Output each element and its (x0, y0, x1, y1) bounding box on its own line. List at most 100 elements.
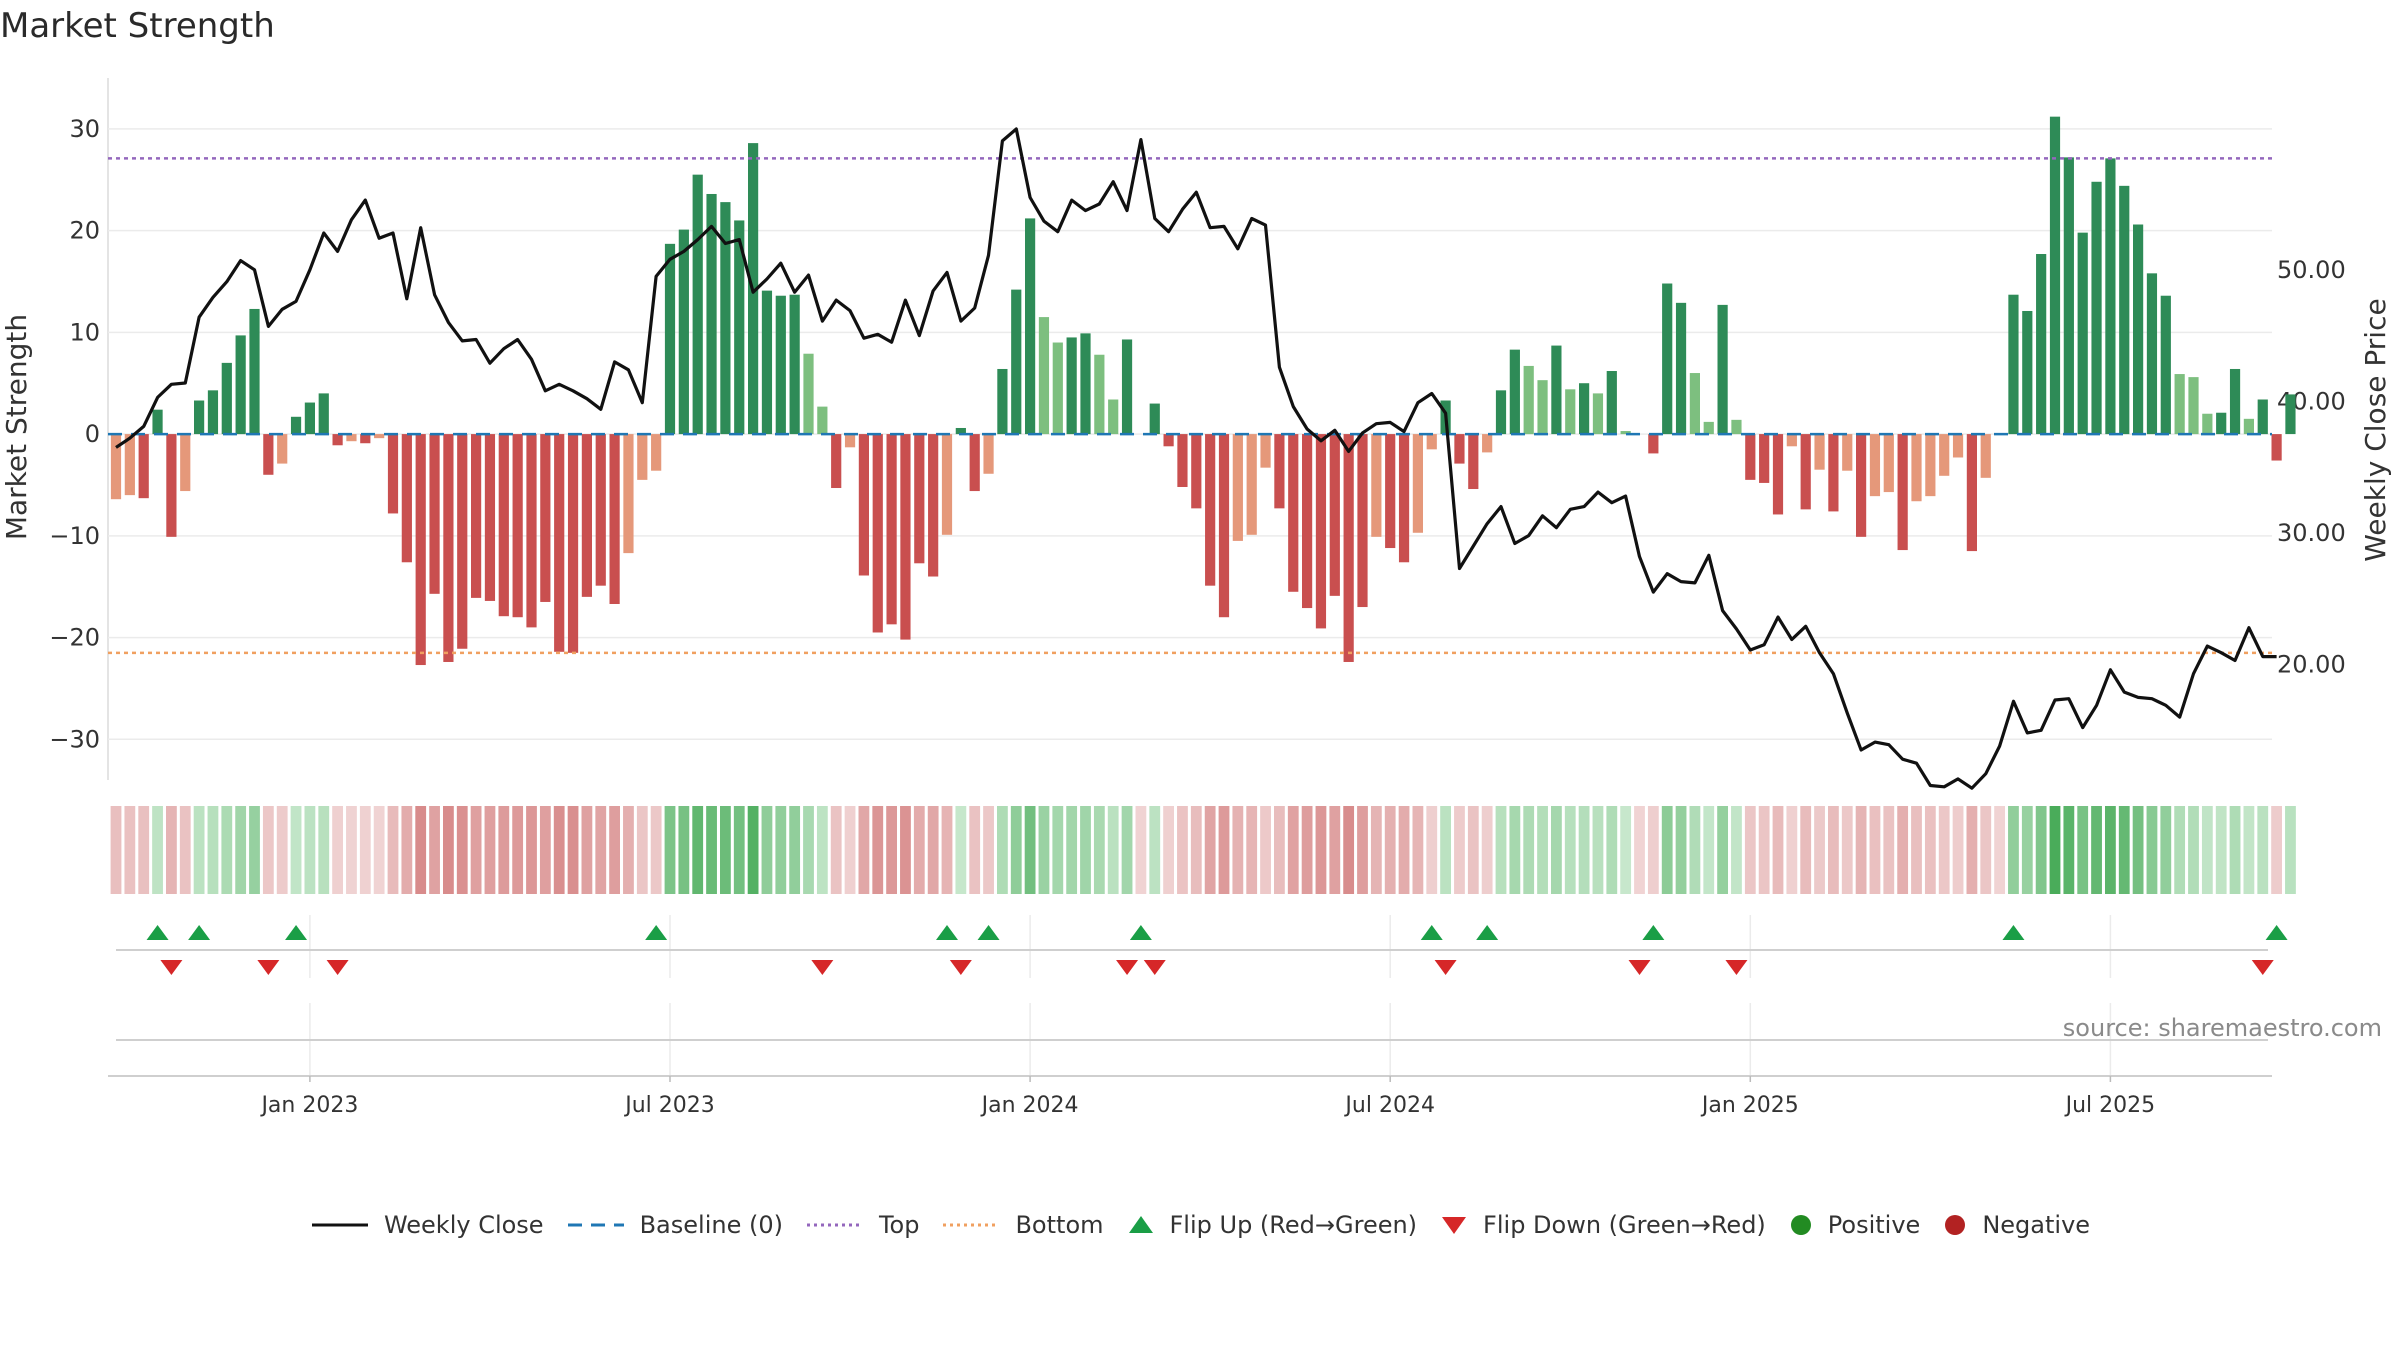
heat-cell (2201, 806, 2213, 894)
strength-bar (664, 243, 676, 435)
flip-up-marker (2002, 925, 2025, 940)
strength-bar (152, 409, 163, 435)
heat-cell (1647, 806, 1659, 894)
strength-bar (1218, 434, 1230, 618)
flip-down-marker (1434, 960, 1457, 975)
heat-cell (997, 806, 1008, 894)
flip-up-marker (188, 925, 211, 940)
heat-cell (1841, 806, 1853, 894)
heat-cell (733, 806, 745, 894)
strength-bar (1786, 434, 1797, 447)
flip-down-marker (1725, 960, 1748, 975)
heat-cell (470, 806, 482, 894)
heat-cell (955, 806, 967, 894)
legend-item-weekly-close[interactable]: Weekly Close (310, 1211, 544, 1239)
heat-cell (1675, 806, 1687, 894)
strength-bar (1038, 317, 1050, 435)
strength-bar (678, 229, 689, 435)
strength-bar (1828, 434, 1839, 512)
heat-cell (1578, 806, 1590, 894)
left-tick-label: −20 (49, 624, 100, 652)
heat-cell (664, 806, 676, 894)
strength-bar (1952, 434, 1964, 458)
heat-cell (2008, 806, 2019, 894)
strength-bar (2229, 368, 2241, 435)
heat-cell (1218, 806, 1230, 894)
heat-cell (443, 806, 454, 894)
heat-cell (1495, 806, 1507, 894)
strength-bar (1939, 434, 1950, 476)
flip-down-marker (2251, 960, 2274, 975)
legend-item-positive[interactable]: Positive (1788, 1211, 1920, 1239)
heat-cell (789, 806, 801, 894)
strength-bar (1177, 434, 1188, 487)
strength-bar (2160, 295, 2171, 435)
strength-bar (2008, 294, 2019, 435)
legend-item-top[interactable]: Top (805, 1211, 919, 1239)
strength-bar (526, 434, 537, 628)
legend-item-flip-down[interactable]: Flip Down (Green→Red) (1439, 1211, 1766, 1239)
right-tick-label: 30.00 (2277, 519, 2346, 547)
heat-cell (1301, 806, 1313, 894)
heat-cell (1952, 806, 1964, 894)
legend-item-bottom[interactable]: Bottom (941, 1211, 1104, 1239)
heat-cell (1232, 806, 1244, 894)
strength-bar (955, 427, 966, 435)
flip-up-marker (1129, 925, 1152, 940)
legend-label: Flip Up (Red→Green) (1169, 1211, 1418, 1239)
heat-cell (1897, 806, 1909, 894)
heat-cell (775, 806, 787, 894)
strength-bar (2063, 157, 2074, 435)
heat-cell (152, 806, 163, 894)
heat-cell (1814, 806, 1825, 894)
heat-cell (609, 806, 620, 894)
heat-cell (2285, 806, 2296, 894)
strength-bar (1703, 421, 1714, 435)
strength-bar (2133, 224, 2144, 435)
x-tick-label: Jul 2024 (1343, 1093, 1435, 1118)
heat-cell (1731, 806, 1742, 894)
heat-cell (2035, 806, 2047, 894)
heat-cell (346, 806, 357, 894)
strength-bar (734, 220, 745, 435)
strength-bar (1537, 380, 1548, 435)
strength-bar (1606, 371, 1617, 435)
x-tick-label: Jan 2024 (980, 1093, 1079, 1118)
legend-item-baseline[interactable]: Baseline (0) (566, 1211, 783, 1239)
heat-cell (2174, 806, 2186, 894)
heat-cell (2160, 806, 2172, 894)
flip-down-marker (257, 960, 280, 975)
heat-cell (498, 806, 510, 894)
strength-bar (1911, 434, 1922, 502)
strength-bar (2146, 273, 2158, 435)
strength-bar (1329, 434, 1340, 596)
heat-cell (2229, 806, 2241, 894)
heat-cell (193, 806, 205, 894)
strength-bar (567, 434, 579, 653)
heat-cell (1467, 806, 1479, 894)
heat-cell (706, 806, 717, 894)
heat-cell (318, 806, 330, 894)
legend-item-flip-up[interactable]: Flip Up (Red→Green) (1126, 1211, 1418, 1239)
heat-cell (2271, 806, 2282, 894)
strength-bar (554, 434, 565, 652)
strength-bar (2049, 116, 2061, 435)
left-tick-label: 30 (69, 115, 100, 143)
dotted-line-swatch-icon (943, 1223, 1000, 1227)
legend-item-negative[interactable]: Negative (1942, 1211, 2090, 1239)
strength-bar (277, 434, 288, 464)
heat-cell (1260, 806, 1271, 894)
heat-cell (1911, 806, 1922, 894)
heat-cell (1440, 806, 1451, 894)
heat-cell (1343, 806, 1355, 894)
strength-bar (831, 434, 842, 489)
strength-bar (1149, 403, 1160, 435)
heat-cell (1772, 806, 1784, 894)
heat-cell (1537, 806, 1548, 894)
strength-bar (1274, 434, 1285, 509)
heat-cell (2215, 806, 2227, 894)
strength-bar (1260, 434, 1271, 468)
circle-icon (1790, 1215, 1811, 1235)
heat-cell (1592, 806, 1604, 894)
strength-bar (817, 406, 828, 435)
